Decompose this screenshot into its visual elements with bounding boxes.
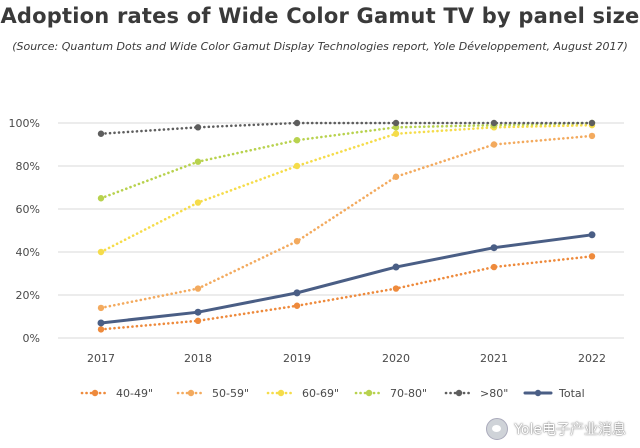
x-tick-label: 2022	[578, 352, 606, 365]
data-point	[97, 304, 105, 312]
legend-marker	[91, 389, 99, 397]
series-line	[99, 121, 594, 200]
y-tick-label: 80%	[16, 160, 40, 173]
legend-label: 60-69"	[302, 387, 339, 400]
data-point	[588, 231, 596, 239]
data-point	[293, 162, 301, 170]
data-point	[194, 317, 202, 324]
legend-label: 40-49"	[116, 387, 153, 400]
legend-label: 50-59"	[212, 387, 249, 400]
legend-marker	[277, 389, 285, 397]
series-line	[99, 233, 594, 325]
data-point	[392, 263, 400, 271]
data-point	[293, 119, 301, 127]
legend-marker	[187, 389, 195, 397]
watermark: Yole电子产业消息	[486, 418, 626, 440]
legend-marker	[534, 389, 542, 397]
data-point	[392, 119, 400, 127]
data-point	[588, 132, 596, 140]
data-point	[490, 244, 498, 252]
wechat-icon	[486, 418, 509, 440]
data-point	[194, 158, 202, 165]
data-point	[97, 195, 105, 202]
series-line	[99, 134, 594, 310]
series-line	[99, 123, 594, 254]
y-tick-label: 40%	[16, 246, 40, 259]
legend-label: Total	[558, 387, 585, 400]
data-point	[490, 141, 498, 148]
legend-marker	[365, 389, 373, 397]
legend-marker	[455, 389, 463, 397]
legend-label: >80"	[480, 387, 508, 400]
data-point	[97, 130, 105, 137]
y-tick-label: 60%	[16, 203, 40, 216]
data-point	[97, 319, 105, 327]
y-tick-label: 20%	[16, 289, 40, 302]
data-point	[293, 137, 301, 144]
x-tick-label: 2020	[382, 352, 410, 365]
chart-subtitle: (Source: Quantum Dots and Wide Color Gam…	[12, 40, 628, 53]
legend-label: 70-80"	[390, 387, 427, 400]
data-point	[293, 238, 301, 245]
data-point	[194, 199, 202, 206]
x-tick-label: 2018	[184, 352, 212, 365]
series-line	[99, 121, 594, 136]
x-tick-label: 2021	[480, 352, 508, 365]
data-point	[194, 285, 202, 292]
y-tick-label: 100%	[9, 117, 40, 130]
data-point	[392, 130, 400, 137]
data-point	[588, 253, 596, 260]
data-point	[97, 326, 105, 333]
data-point	[588, 119, 596, 127]
data-point	[293, 302, 301, 309]
x-tick-label: 2017	[87, 352, 115, 365]
data-point	[392, 173, 400, 180]
data-point	[293, 289, 301, 297]
data-point	[194, 124, 202, 131]
chart-title: Adoption rates of Wide Color Gamut TV by…	[0, 4, 640, 28]
x-tick-label: 2019	[283, 352, 311, 365]
watermark-text: Yole电子产业消息	[514, 422, 626, 438]
series-line	[99, 255, 594, 331]
data-point	[392, 285, 400, 292]
data-point	[97, 248, 105, 256]
data-point	[490, 119, 498, 127]
y-tick-label: 0%	[23, 332, 40, 345]
data-point	[490, 263, 498, 271]
data-point	[194, 308, 202, 316]
